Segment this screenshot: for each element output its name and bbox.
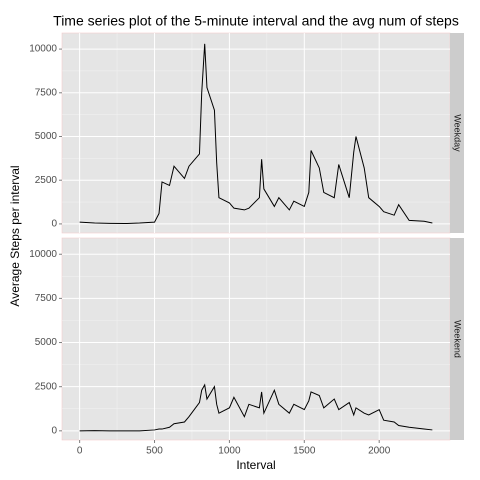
y-tick-label: 2500 [35, 175, 58, 186]
y-tick-label: 5000 [35, 337, 58, 348]
series-line [79, 43, 433, 225]
x-tick-label: 2000 [368, 446, 391, 457]
y-tick-label: 2500 [35, 381, 58, 392]
series-line [79, 383, 433, 432]
facet-strip [450, 33, 464, 233]
x-tick-label: 1000 [218, 446, 241, 457]
x-tick-label: 500 [146, 446, 163, 457]
facet-label: Weekend [453, 320, 463, 358]
y-axis-label: Average Steps per interval [8, 165, 22, 306]
y-tick-label: 7500 [35, 293, 58, 304]
y-tick-label: 0 [51, 219, 57, 230]
chart-title: Time series plot of the 5-minute interva… [53, 13, 459, 29]
facet-label: Weekday [453, 114, 463, 152]
facet-strip [450, 238, 464, 440]
x-axis-label: Interval [236, 458, 275, 472]
y-tick-label: 10000 [29, 249, 57, 260]
panel-background [61, 32, 451, 234]
y-tick-label: 5000 [35, 131, 58, 142]
x-tick-label: 1500 [293, 446, 316, 457]
y-tick-label: 7500 [35, 87, 58, 98]
y-tick-label: 0 [51, 425, 57, 436]
y-tick-label: 10000 [29, 44, 57, 55]
x-tick-label: 0 [77, 446, 83, 457]
panel-background [61, 237, 451, 441]
